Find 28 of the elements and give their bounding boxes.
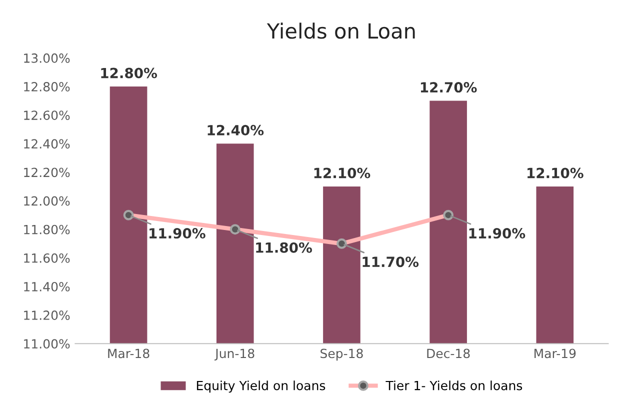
x-tick-label: Dec-18: [427, 348, 470, 358]
data-label: 11.80%: [256, 242, 312, 253]
legend-label: Equity Yield on loans: [196, 380, 326, 393]
y-tick-label: 11.80%: [24, 224, 70, 234]
chart-title: Yields on Loan: [266, 22, 415, 39]
y-tick-label: 12.20%: [24, 168, 70, 178]
x-tick-label: Mar-18: [108, 348, 150, 358]
y-tick-label: 12.80%: [24, 82, 70, 92]
data-label: 12.40%: [208, 124, 264, 136]
data-label: 12.10%: [528, 168, 584, 178]
data-label: 12.70%: [420, 82, 477, 93]
y-tick-label: 13.00%: [24, 53, 70, 63]
y-tick-label: 11.20%: [24, 310, 70, 320]
data-label: 11.90%: [150, 228, 206, 239]
legend-label: Tier 1- Yields on loans: [386, 380, 522, 390]
x-tick-label: Jun-18: [214, 348, 254, 360]
y-tick-label: 11.40%: [24, 282, 70, 292]
data-label: 11.90%: [469, 228, 526, 239]
data-label: 12.80%: [101, 68, 158, 78]
data-label: 12.10%: [314, 168, 370, 178]
y-tick-label: 11.00%: [24, 339, 70, 349]
data-label: 11.70%: [362, 256, 419, 268]
y-tick-label: 12.40%: [24, 139, 70, 149]
x-tick-label: Sep-18: [320, 348, 363, 361]
y-tick-label: 12.00%: [24, 196, 70, 206]
y-tick-label: 12.60%: [24, 110, 70, 120]
x-tick-label: Mar-19: [534, 348, 576, 358]
y-tick-label: 11.60%: [24, 253, 70, 263]
